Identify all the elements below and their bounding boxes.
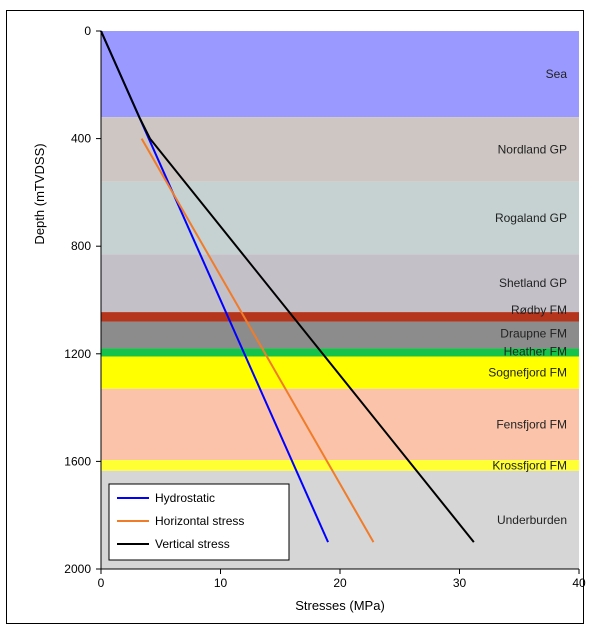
layer-label-underburden: Underburden — [497, 513, 567, 527]
x-tick-label: 20 — [333, 576, 347, 590]
layer-band-rogaland-gp — [101, 181, 579, 255]
layer-label-krossfjord-fm: Krossfjord FM — [492, 458, 567, 472]
legend-label-vertical-stress: Vertical stress — [155, 537, 230, 551]
legend-label-hydrostatic: Hydrostatic — [155, 491, 215, 505]
layer-label-fensfjord-fm: Fensfjord FM — [496, 417, 567, 431]
y-tick-label: 1600 — [64, 454, 91, 468]
layer-band-r-dby-fm — [101, 312, 579, 322]
layer-label-nordland-gp: Nordland GP — [498, 142, 567, 156]
layer-label-r-dby-fm: Rødby FM — [511, 303, 567, 317]
y-tick-label: 0 — [84, 24, 91, 38]
stratigraphy-layers — [101, 31, 579, 569]
layer-band-nordland-gp — [101, 117, 579, 182]
layer-label-sea: Sea — [546, 67, 568, 81]
layer-label-shetland-gp: Shetland GP — [499, 276, 567, 290]
layer-band-krossfjord-fm — [101, 460, 579, 471]
layer-band-shetland-gp — [101, 254, 579, 313]
layer-band-heather-fm — [101, 348, 579, 357]
y-axis-title: Depth (mTVDSS) — [32, 143, 47, 244]
stress-series — [100, 30, 475, 543]
series-line-horizontal-stress — [140, 138, 375, 543]
series-line-vertical-stress — [100, 30, 475, 543]
layer-label-sognefjord-fm: Sognefjord FM — [488, 366, 567, 380]
x-tick-label: 40 — [572, 576, 586, 590]
legend: Hydrostatic Horizontal stress Vertical str… — [108, 483, 290, 561]
x-tick-label: 0 — [98, 576, 105, 590]
layer-band-fensfjord-fm — [101, 388, 579, 461]
y-tick-label: 800 — [71, 239, 91, 253]
layer-band-sognefjord-fm — [101, 356, 579, 389]
layer-label-draupne-fm: Draupne FM — [500, 327, 567, 341]
layer-band-sea — [101, 31, 579, 118]
layer-label-rogaland-gp: Rogaland GP — [495, 211, 567, 225]
layer-label-heather-fm: Heather FM — [504, 344, 567, 358]
y-tick-label: 2000 — [64, 562, 91, 576]
legend-label-horizontal-stress: Horizontal stress — [155, 514, 244, 528]
stratigraphy-layer-labels: Sea Nordland GP Rogaland GP Shetland GP Rødb… — [488, 67, 567, 527]
x-tick-label: 10 — [214, 576, 228, 590]
x-axis-title: Stresses (MPa) — [295, 598, 385, 613]
y-tick-label: 1200 — [64, 347, 91, 361]
x-tick-label: 30 — [453, 576, 467, 590]
layer-band-draupne-fm — [101, 321, 579, 349]
y-tick-label: 400 — [71, 132, 91, 146]
